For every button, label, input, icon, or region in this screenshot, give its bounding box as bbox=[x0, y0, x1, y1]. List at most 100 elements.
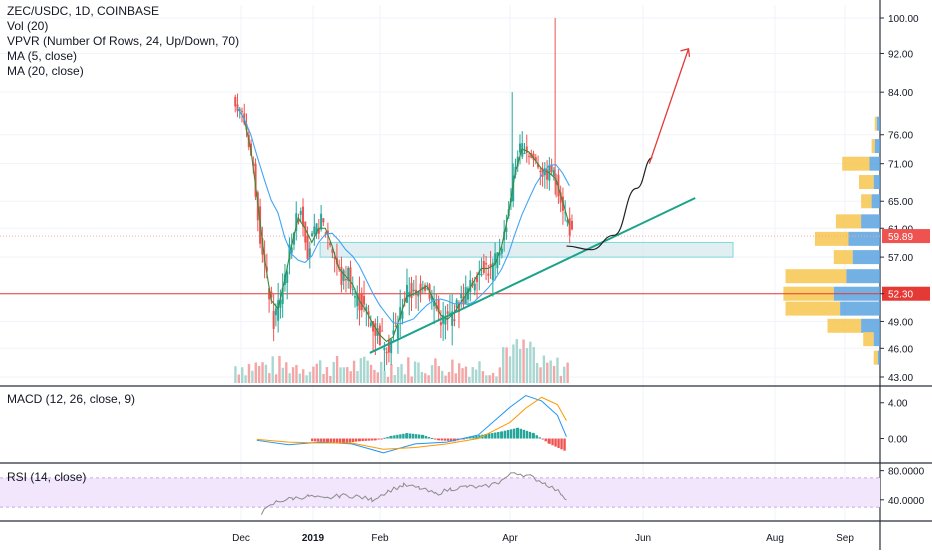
macd-bar bbox=[548, 438, 551, 444]
candle-body bbox=[444, 316, 447, 325]
volume-bar bbox=[369, 364, 373, 383]
volume-bar bbox=[420, 371, 424, 383]
macd-bar bbox=[494, 432, 497, 439]
macd-bar bbox=[541, 438, 544, 440]
vpvr-row-down bbox=[859, 175, 874, 190]
macd-bar bbox=[497, 432, 500, 439]
macd-bar bbox=[380, 438, 383, 440]
candle-body bbox=[442, 315, 445, 324]
rsi-line bbox=[260, 472, 567, 515]
macd-bar bbox=[377, 438, 380, 440]
volume-bar bbox=[417, 362, 420, 383]
volume-bar bbox=[386, 376, 390, 383]
vpvr-row-down bbox=[861, 194, 872, 209]
vpvr-row-up bbox=[874, 139, 880, 154]
candle-body bbox=[288, 244, 291, 260]
candle-body bbox=[424, 285, 427, 291]
vpvr-row-down bbox=[871, 139, 875, 154]
macd-bar bbox=[342, 438, 346, 443]
trend-line bbox=[369, 197, 696, 354]
legend-vol[interactable]: Vol (20) bbox=[7, 19, 49, 33]
candle-body bbox=[550, 165, 553, 173]
legend-ma20[interactable]: MA (20, close) bbox=[7, 64, 84, 78]
vpvr-row-down bbox=[827, 318, 862, 333]
candle-body bbox=[272, 310, 275, 329]
volume-bar bbox=[261, 362, 264, 383]
macd-bar bbox=[554, 438, 557, 447]
volume-bar bbox=[529, 341, 532, 383]
candle-body bbox=[365, 306, 368, 312]
volume-bar bbox=[444, 375, 447, 383]
time-tick-label: Aug bbox=[766, 533, 784, 544]
volume-bar bbox=[546, 362, 549, 383]
macd-bar bbox=[512, 428, 516, 439]
macd-bar bbox=[535, 435, 538, 439]
volume-bar bbox=[505, 347, 508, 383]
volume-bar bbox=[264, 364, 268, 383]
candle-body bbox=[489, 263, 492, 268]
volume-bar bbox=[430, 365, 434, 383]
volume-bar bbox=[241, 367, 244, 383]
price-tag-current: 59.89 bbox=[882, 229, 930, 244]
volume-bar bbox=[451, 359, 454, 383]
candle-body bbox=[453, 319, 456, 321]
legend-rsi[interactable]: RSI (14, close) bbox=[7, 470, 87, 484]
vpvr-row-up bbox=[873, 175, 880, 190]
volume-bar bbox=[268, 373, 271, 383]
volume-bar bbox=[373, 369, 376, 383]
rsi-tick-label: 80.0000 bbox=[888, 467, 925, 478]
candle-body bbox=[281, 287, 284, 304]
volume-bar bbox=[285, 362, 288, 383]
candle-body bbox=[261, 238, 264, 255]
candle-body bbox=[356, 293, 359, 307]
macd-tick-label: 4.00 bbox=[888, 399, 908, 410]
candle-body bbox=[437, 300, 440, 313]
candle-body bbox=[320, 213, 323, 230]
volume-bar bbox=[281, 367, 285, 383]
legend-symbol[interactable]: ZEC/USDC, 1D, COINBASE bbox=[7, 4, 160, 18]
candle-body bbox=[268, 288, 271, 300]
candle-body bbox=[270, 291, 273, 298]
macd-bar bbox=[560, 438, 563, 450]
candle-body bbox=[363, 296, 366, 305]
volume-bar bbox=[322, 374, 325, 383]
candle-body bbox=[390, 339, 393, 354]
candle-body bbox=[419, 283, 422, 295]
vpvr-row-up bbox=[852, 250, 880, 265]
candle-body bbox=[451, 311, 454, 326]
candle-body bbox=[308, 248, 311, 258]
macd-bar bbox=[317, 438, 320, 442]
candle-body bbox=[381, 330, 384, 332]
price-tag-level: 52.30 bbox=[882, 286, 930, 301]
volume-bar bbox=[495, 376, 498, 383]
volume-bar bbox=[410, 376, 413, 383]
volume-bar bbox=[563, 366, 566, 383]
legend-vpvr[interactable]: VPVR (Number Of Rows, 24, Up/Down, 70) bbox=[7, 34, 240, 48]
candle-body bbox=[523, 153, 526, 155]
candle-body bbox=[306, 236, 309, 259]
chart-legend: ZEC/USDC, 1D, COINBASE Vol (20) VPVR (Nu… bbox=[7, 4, 239, 79]
macd-bar bbox=[478, 435, 481, 439]
volume-bar bbox=[525, 348, 529, 383]
candle-body bbox=[478, 271, 481, 276]
volume-bar bbox=[552, 365, 556, 383]
time-tick-label: Apr bbox=[502, 533, 518, 544]
candle-body bbox=[541, 168, 544, 177]
volume-bar bbox=[488, 375, 491, 383]
candle-body bbox=[367, 311, 370, 316]
macd-bar bbox=[338, 438, 342, 443]
macd-bar bbox=[329, 438, 333, 443]
legend-ma5[interactable]: MA (5, close) bbox=[7, 49, 78, 63]
macd-bar bbox=[311, 438, 314, 442]
volume-bar bbox=[346, 367, 349, 383]
candle-body bbox=[537, 163, 540, 168]
volume-bars bbox=[234, 339, 569, 383]
candle-body bbox=[491, 262, 494, 281]
legend-macd[interactable]: MACD (12, 26, close, 9) bbox=[7, 392, 136, 406]
projection-arrow bbox=[648, 48, 690, 164]
candle-body bbox=[374, 323, 377, 336]
volume-bar bbox=[413, 361, 417, 383]
candle-body bbox=[496, 252, 499, 269]
